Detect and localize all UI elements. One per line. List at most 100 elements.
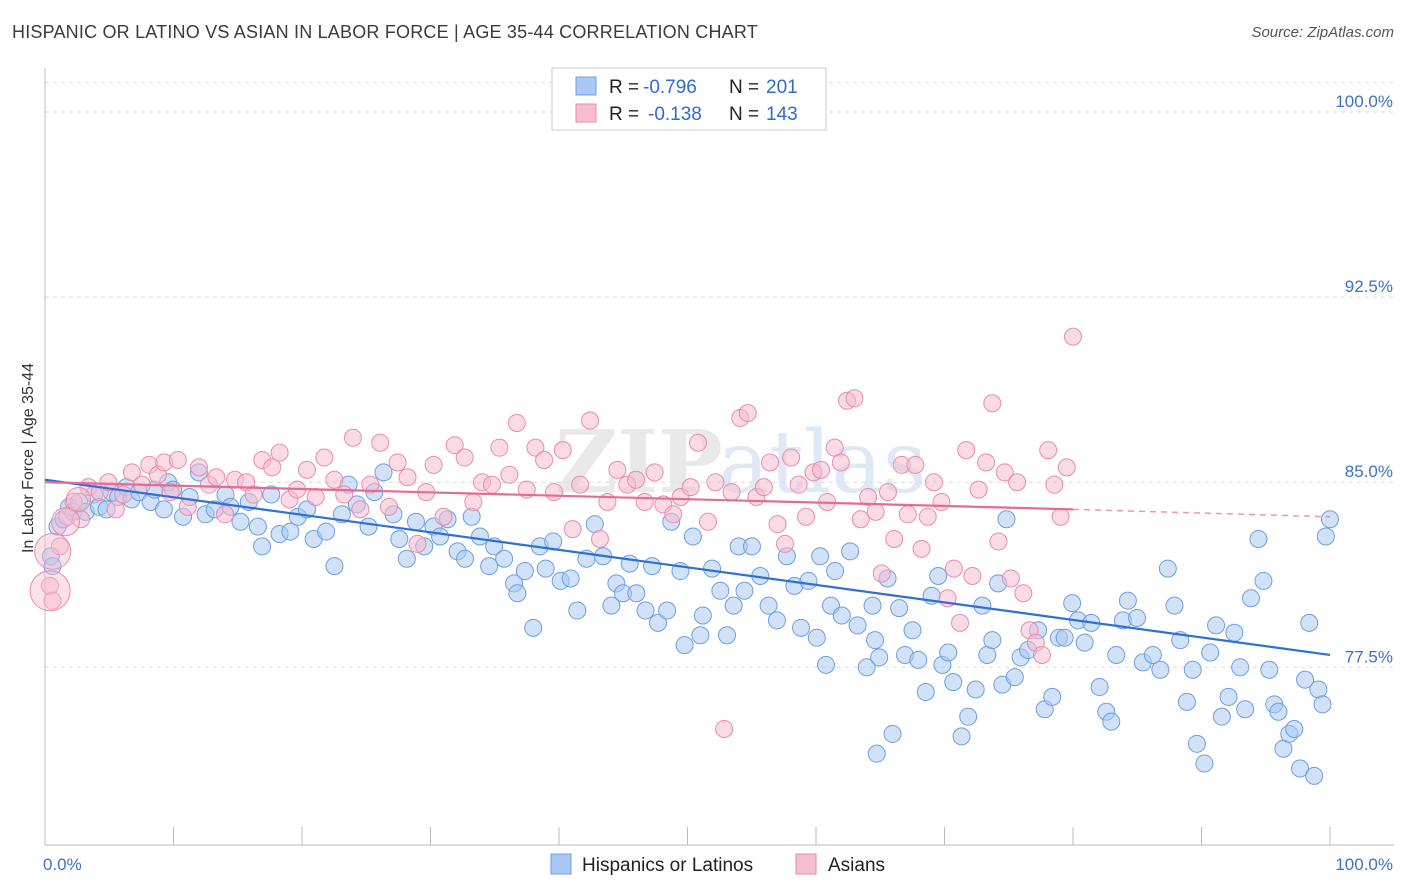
asians-point [445, 436, 464, 455]
asians-point [859, 488, 878, 507]
asians-point [969, 480, 988, 499]
asians-point [782, 448, 801, 467]
hispanics-point [1241, 589, 1260, 608]
source-label: Source: ZipAtlas.com [1251, 24, 1394, 41]
asians-point [797, 507, 816, 526]
hispanics-point [939, 643, 958, 662]
bottom-legend-label-hispanics: Hispanics or Latinos [582, 855, 753, 876]
x-tick-labels: 0.0% 100.0% [43, 855, 1393, 874]
asians-point [216, 505, 235, 524]
hispanics-point [1102, 712, 1121, 731]
hispanics-point [359, 517, 378, 536]
legend-box [551, 67, 827, 131]
hispanics-point [1296, 670, 1315, 689]
hispanics-point [807, 628, 826, 647]
hispanics-point [742, 537, 761, 556]
asians-point [1039, 441, 1058, 460]
asians-point [698, 512, 717, 531]
hispanics-point [867, 744, 886, 763]
hispanics-point [883, 724, 902, 743]
series-hispanics-points [41, 463, 1339, 785]
asians-point [189, 458, 208, 477]
asians-point [526, 438, 545, 457]
x-tick-label-min: 0.0% [43, 855, 82, 874]
hispanics-point [826, 562, 845, 581]
asians-point [932, 492, 951, 511]
asians-point [706, 473, 725, 492]
legend-r-label-2: R = [609, 104, 639, 125]
hispanics-point [1118, 591, 1137, 610]
hispanics-point [983, 631, 1002, 650]
asians-point [898, 505, 917, 524]
asians-point [977, 453, 996, 472]
asians-point [398, 468, 417, 487]
y-tick-label: 85.0% [1345, 462, 1393, 481]
asians-point [754, 478, 773, 497]
y-tick-label: 100.0% [1335, 92, 1393, 111]
asians-point [563, 520, 582, 539]
asians-point [545, 483, 564, 502]
legend: R = -0.796 N = 201 R = -0.138 N = 143 [551, 67, 827, 131]
asians-point [775, 534, 794, 553]
hispanics-point [944, 673, 963, 692]
hispanics-point [724, 596, 743, 615]
hispanics-point [1207, 616, 1226, 635]
legend-n-value-1: 201 [766, 77, 798, 98]
hispanics-point [1187, 734, 1206, 753]
hispanics-point [1151, 660, 1170, 679]
asians-point [879, 483, 898, 502]
hispanics-point [832, 606, 851, 625]
hispanics-point [1165, 596, 1184, 615]
asians-point [244, 485, 263, 504]
asians-point [297, 460, 316, 479]
hispanics-point [792, 618, 811, 637]
asians-point [388, 453, 407, 472]
asians-point [851, 510, 870, 529]
asians-point [761, 453, 780, 472]
asians-point [507, 413, 526, 432]
asians-point-large [51, 507, 81, 537]
hispanics-point [262, 485, 281, 504]
hispanics-point [1269, 702, 1288, 721]
asians-point-large [29, 570, 71, 612]
asians-point [351, 500, 370, 519]
hispanics-point [1285, 720, 1304, 739]
hispanics-point [1005, 668, 1024, 687]
hispanics-point [841, 542, 860, 561]
legend-n-label-2: N = [729, 104, 759, 125]
hispanics-point [952, 727, 971, 746]
asians-point [845, 389, 864, 408]
hispanics-point [456, 549, 475, 568]
hispanics-point [735, 581, 754, 600]
chart-title: HISPANIC OR LATINO VS ASIAN IN LABOR FOR… [12, 22, 758, 42]
asians-point [995, 463, 1014, 482]
hispanics-point [1183, 660, 1202, 679]
hispanics-point [870, 648, 889, 667]
asians-point [983, 394, 1002, 413]
legend-swatch-blue [575, 76, 597, 96]
hispanics-point [1313, 695, 1332, 714]
asians-point [1014, 584, 1033, 603]
asians-point-large [65, 486, 91, 512]
hispanics-point [1225, 623, 1244, 642]
asians-point [455, 448, 474, 467]
asians-point [306, 488, 325, 507]
asians-point [571, 475, 590, 494]
asians-point [1057, 458, 1076, 477]
hispanics-point [693, 606, 712, 625]
hispanics-point [683, 527, 702, 546]
asians-point [635, 492, 654, 511]
hispanics-point [43, 557, 62, 576]
hispanics-point [1260, 660, 1279, 679]
hispanics-point [636, 601, 655, 620]
asians-point [482, 475, 501, 494]
hispanics-point [406, 512, 425, 531]
legend-r-value-2: -0.138 [648, 104, 702, 125]
hispanics-point [1309, 680, 1328, 699]
hispanics-point [1236, 700, 1255, 719]
hispanics-point [515, 562, 534, 581]
hispanics-trend-line [44, 478, 1331, 657]
hispanics-point [711, 581, 730, 600]
asians-point [866, 502, 885, 521]
